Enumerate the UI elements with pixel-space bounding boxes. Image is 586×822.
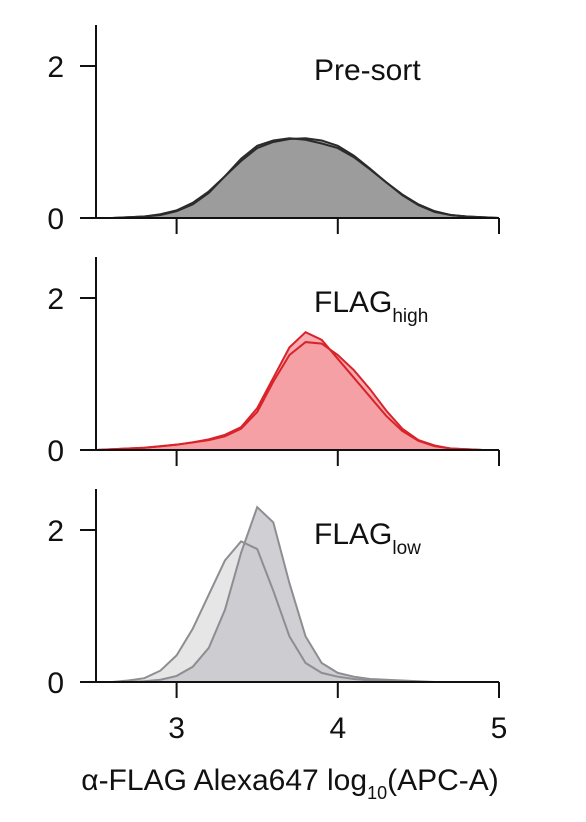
panel: 0 2 FLAGhigh — [47, 257, 500, 468]
panel-title: FLAGlow — [314, 518, 421, 559]
density-area — [96, 138, 499, 218]
panel-title: FLAGhigh — [314, 286, 428, 327]
title-text: FLAG — [314, 518, 392, 551]
density-area — [96, 541, 499, 682]
density-area — [96, 507, 499, 682]
title-text: Pre-sort — [314, 54, 421, 87]
density-area — [96, 342, 499, 450]
x-tick-label: 5 — [491, 712, 508, 745]
density-line — [96, 137, 500, 219]
x-label-suffix: (APC-A) — [387, 764, 499, 797]
y-tick-label: 2 — [47, 51, 64, 84]
density-line — [95, 341, 499, 451]
title-subscript: low — [392, 538, 421, 559]
y-tick-label: 2 — [47, 283, 64, 316]
x-label-text: α-FLAG Alexa647 log — [81, 764, 367, 797]
y-tick-label: 0 — [47, 667, 64, 700]
title-subscript: high — [392, 306, 428, 327]
x-tick-label: 4 — [329, 712, 346, 745]
y-tick-label: 0 — [47, 203, 64, 236]
panel-title: Pre-sort — [314, 54, 421, 87]
panel: 0 2 Pre-sort — [47, 25, 500, 236]
panel: 0 2 3 4 5 FLAGlow α-FLAG Alexa647 log10(APC-A) — [47, 489, 507, 803]
x-tick-label: 3 — [168, 712, 185, 745]
x-label-subscript: 10 — [367, 783, 387, 803]
y-tick-label: 2 — [47, 515, 64, 548]
x-axis-label: α-FLAG Alexa647 log10(APC-A) — [81, 764, 499, 803]
y-tick-label: 0 — [47, 435, 64, 468]
title-text: FLAG — [314, 286, 392, 319]
